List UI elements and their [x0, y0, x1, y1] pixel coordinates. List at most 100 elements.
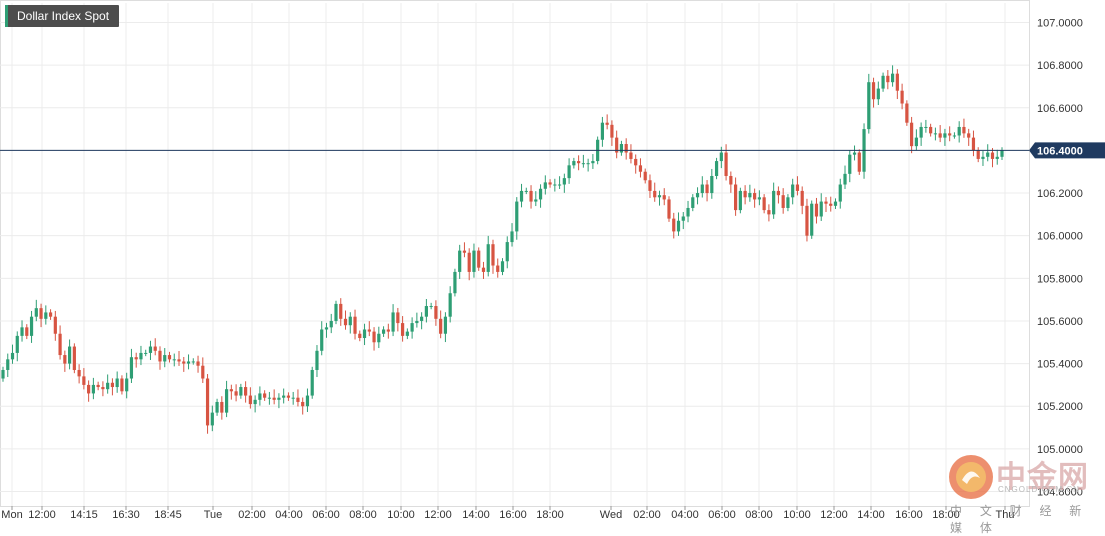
- candle-body: [182, 361, 186, 364]
- candle-body: [914, 137, 918, 147]
- candle-body: [510, 231, 514, 243]
- candle-body: [567, 165, 571, 179]
- candle-body: [405, 331, 409, 336]
- candle-body: [277, 397, 281, 400]
- candle-body: [757, 197, 761, 200]
- candle-body: [10, 352, 15, 360]
- current-price-label: 106.4000: [1037, 145, 1083, 157]
- x-tick-label: 04:00: [275, 509, 303, 521]
- x-tick-label: 14:15: [70, 509, 98, 521]
- candle-body: [919, 126, 923, 138]
- current-price-tag: [1029, 142, 1105, 159]
- candle-body: [867, 82, 871, 130]
- candle-body: [653, 190, 657, 198]
- candle-body: [401, 323, 405, 336]
- candle-body: [453, 271, 457, 294]
- candle-body: [177, 359, 181, 362]
- candle-body: [738, 190, 742, 211]
- candle-body: [472, 250, 476, 272]
- candle-body: [244, 387, 248, 396]
- candle-body: [301, 401, 305, 407]
- candle-body: [72, 346, 76, 370]
- candle-body: [881, 75, 885, 89]
- candle-body: [448, 293, 452, 317]
- candle-body: [848, 154, 852, 174]
- candle-body: [1000, 150, 1004, 157]
- cngold-logo-icon: [949, 455, 993, 499]
- candle-body: [676, 220, 681, 232]
- candle-body: [53, 316, 57, 334]
- candle-body: [681, 216, 685, 221]
- candle-body: [481, 267, 486, 272]
- y-tick-label: 106.0000: [1037, 231, 1083, 243]
- candle-body: [857, 152, 861, 172]
- candle-body: [638, 165, 643, 172]
- candle-body: [248, 395, 252, 405]
- candle-body: [505, 242, 509, 262]
- candle-body: [852, 152, 857, 155]
- candle-body: [443, 316, 448, 334]
- y-tick-label: 106.2000: [1037, 188, 1083, 200]
- candle-body: [324, 327, 329, 330]
- candle-body: [439, 318, 443, 334]
- candle-body: [91, 384, 95, 394]
- candle-body: [144, 352, 148, 354]
- candle-body: [643, 171, 647, 181]
- candle-body: [786, 197, 790, 208]
- candle-body: [619, 144, 624, 153]
- candle-body: [381, 329, 386, 334]
- candle-body: [714, 161, 719, 176]
- candle-body: [172, 359, 176, 361]
- y-tick-label: 104.8000: [1037, 487, 1083, 499]
- candle-body: [224, 389, 229, 413]
- candle-body: [96, 384, 100, 388]
- candle-body: [305, 395, 310, 407]
- x-tick-label: Mon: [1, 509, 22, 521]
- candle-body: [429, 306, 433, 308]
- x-tick-label: 16:00: [895, 509, 923, 521]
- y-tick-label: 106.6000: [1037, 103, 1083, 115]
- candle-body: [63, 355, 67, 364]
- candle-body: [772, 190, 776, 215]
- candle-body: [543, 182, 547, 189]
- candle-body: [615, 137, 619, 153]
- candle-body: [353, 316, 357, 334]
- x-tick-label: 02:00: [633, 509, 661, 521]
- candle-body: [952, 135, 957, 137]
- plot-border: [0, 0, 1030, 507]
- candle-body: [263, 393, 267, 398]
- candle-body: [120, 378, 124, 392]
- candle-body: [986, 152, 990, 157]
- candle-body: [125, 378, 129, 392]
- candle-body: [496, 265, 500, 272]
- candle-body: [529, 190, 533, 202]
- candle-body: [662, 195, 666, 200]
- candle-body: [334, 303, 338, 321]
- x-tick-label: 10:00: [783, 509, 811, 521]
- candle-body: [700, 184, 704, 194]
- x-tick-label: 02:00: [238, 509, 266, 521]
- candle-body: [876, 88, 880, 100]
- candle-body: [15, 335, 19, 353]
- candle-body: [329, 320, 333, 328]
- candle-body: [776, 190, 781, 196]
- candle-body: [229, 389, 233, 392]
- candle-body: [572, 161, 576, 166]
- candle-body: [734, 184, 738, 211]
- candle-body: [220, 401, 224, 413]
- candle-body: [339, 303, 343, 319]
- candle-body: [629, 152, 633, 159]
- candle-body: [372, 331, 376, 343]
- candle-body: [962, 126, 966, 134]
- x-tick-label: 08:00: [745, 509, 773, 521]
- candle-body: [943, 133, 947, 138]
- candle-body: [519, 190, 524, 202]
- candle-body: [377, 333, 381, 343]
- candle-body: [25, 327, 29, 336]
- candle-body: [634, 158, 638, 166]
- candle-body: [938, 133, 942, 138]
- candle-body: [286, 395, 291, 398]
- candle-body: [729, 175, 733, 185]
- candle-body: [129, 357, 134, 379]
